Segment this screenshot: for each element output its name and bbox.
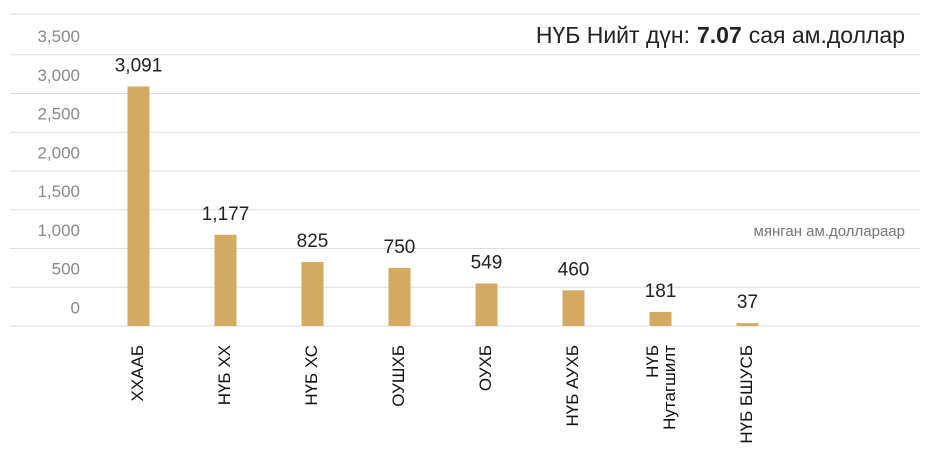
x-tick-label: НҮБ ХХ bbox=[215, 345, 234, 405]
bar bbox=[562, 290, 585, 326]
x-tick-label: НҮБ АУХБ bbox=[563, 345, 582, 427]
unit-label: мянган ам.доллараар bbox=[754, 223, 905, 240]
value-label: 3,091 bbox=[115, 55, 163, 76]
value-label: 460 bbox=[558, 259, 590, 280]
title-prefix: НҮБ Нийт дүн: bbox=[536, 22, 690, 48]
y-tick-label: 0 bbox=[71, 298, 80, 317]
bar bbox=[649, 311, 672, 326]
y-tick-label: 2,000 bbox=[37, 143, 80, 162]
y-tick-label: 3,500 bbox=[37, 27, 80, 46]
y-tick-label: 1,500 bbox=[37, 182, 80, 201]
x-tick-label: НҮБ БШУСБ bbox=[737, 345, 756, 444]
y-tick-label: 500 bbox=[52, 260, 80, 279]
bar bbox=[127, 86, 150, 326]
y-tick-label: 2,500 bbox=[37, 105, 80, 124]
value-label: 1,177 bbox=[202, 204, 250, 225]
bar bbox=[475, 283, 498, 326]
value-label: 181 bbox=[645, 281, 677, 302]
y-tick-label: 1,000 bbox=[37, 221, 80, 240]
title-value: 7.07 bbox=[697, 22, 742, 48]
title-suffix: сая ам.доллар bbox=[749, 22, 905, 48]
bar bbox=[214, 234, 237, 326]
x-tick-label: НҮБ bbox=[643, 345, 662, 378]
bar bbox=[388, 267, 411, 326]
bar bbox=[301, 262, 324, 326]
value-label: 37 bbox=[737, 292, 758, 313]
value-label: 549 bbox=[471, 252, 503, 273]
x-tick-label: Нутагшилт bbox=[660, 345, 679, 430]
x-tick-label: ОУШХБ bbox=[389, 345, 408, 407]
x-tick-label: ОУХБ bbox=[476, 345, 495, 391]
value-label: 750 bbox=[384, 237, 416, 258]
chart-title: НҮБ Нийт дүн: 7.07 сая ам.доллар bbox=[536, 22, 905, 48]
x-tick-label: НҮБ ХС bbox=[302, 345, 321, 406]
bar bbox=[736, 323, 759, 326]
value-label: 825 bbox=[297, 231, 329, 252]
y-tick-label: 3,000 bbox=[37, 66, 80, 85]
x-tick-label: ХХААБ bbox=[128, 345, 147, 402]
